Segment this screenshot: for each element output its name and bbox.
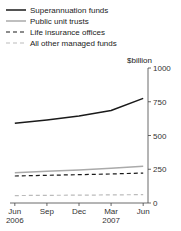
x-tick-label: Mar2007 — [102, 207, 120, 225]
x-tick-label: Jun — [137, 207, 150, 216]
x-tick-label: Sep — [40, 207, 55, 216]
x-tick — [46, 203, 47, 206]
legend-label: All other managed funds — [30, 39, 117, 48]
y-tick — [148, 169, 151, 170]
legend-label: Life insurance offices — [30, 28, 105, 37]
series-line — [15, 166, 143, 172]
x-tick — [79, 203, 80, 206]
y-tick — [148, 203, 151, 204]
series-line — [15, 194, 143, 196]
legend-label: Superannuation funds — [30, 6, 108, 15]
legend-label: Public unit trusts — [30, 17, 89, 26]
series-line — [15, 98, 143, 123]
plot-lines — [15, 98, 143, 195]
y-tick — [148, 135, 151, 136]
y-tick-label: 1000 — [153, 64, 171, 73]
x-tick — [143, 203, 144, 206]
y-tick — [148, 101, 151, 102]
x-tick — [14, 203, 15, 206]
legend-swatch — [6, 42, 26, 43]
legend-swatch — [6, 9, 26, 11]
y-axis-label: $billion — [127, 56, 152, 65]
y-tick-label: 0 — [153, 199, 158, 208]
x-tick-label: Dec — [72, 207, 86, 216]
x-tick — [111, 203, 112, 206]
y-tick-label: 500 — [153, 132, 167, 141]
y-tick-label: 250 — [153, 165, 167, 174]
series-line — [15, 173, 143, 176]
chart: 0 250 500 750 1000$billion Jun2006 Sep Dec Mar20… — [0, 0, 181, 231]
y-tick-label: 750 — [153, 98, 167, 107]
legend-swatch — [6, 31, 26, 32]
x-tick-label: Jun2006 — [6, 207, 24, 225]
legend-swatch — [6, 20, 26, 22]
y-tick — [148, 68, 151, 69]
